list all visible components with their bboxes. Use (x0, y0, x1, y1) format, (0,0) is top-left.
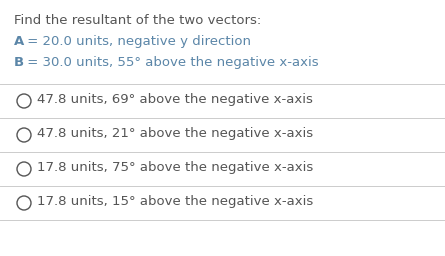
Text: B: B (14, 56, 24, 69)
Text: 47.8 units, 69° above the negative x-axis: 47.8 units, 69° above the negative x-axi… (37, 93, 313, 106)
Text: = 30.0 units, 55° above the negative x-axis: = 30.0 units, 55° above the negative x-a… (23, 56, 319, 69)
Text: 17.8 units, 15° above the negative x-axis: 17.8 units, 15° above the negative x-axi… (37, 195, 313, 208)
Text: = 20.0 units, negative y direction: = 20.0 units, negative y direction (23, 35, 251, 48)
Text: A: A (14, 35, 24, 48)
Text: 47.8 units, 21° above the negative x-axis: 47.8 units, 21° above the negative x-axi… (37, 127, 313, 140)
Text: 17.8 units, 75° above the negative x-axis: 17.8 units, 75° above the negative x-axi… (37, 161, 313, 174)
Text: Find the resultant of the two vectors:: Find the resultant of the two vectors: (14, 14, 261, 27)
